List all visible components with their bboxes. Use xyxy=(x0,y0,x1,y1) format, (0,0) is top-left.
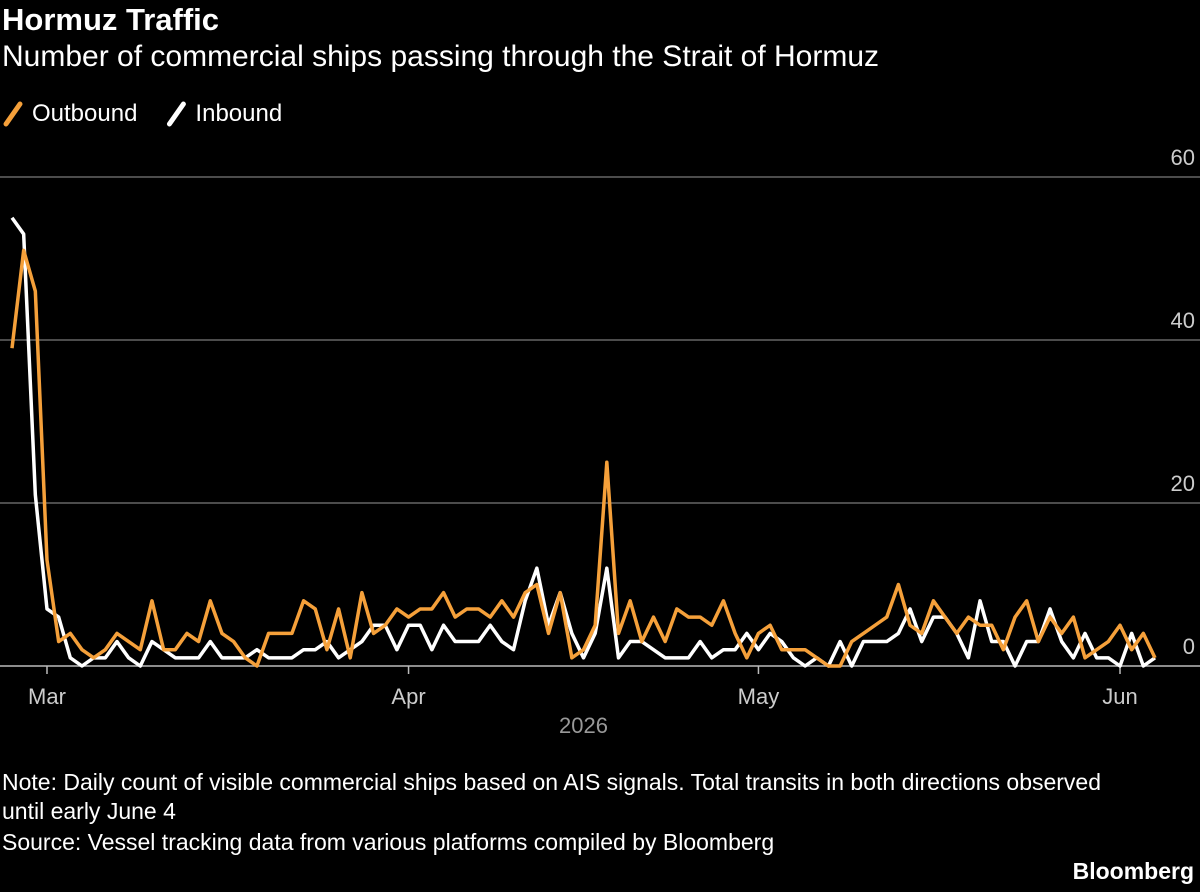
x-axis-label: 2026 xyxy=(559,713,608,738)
legend-label: Outbound xyxy=(32,100,137,127)
y-tick-label: 60 xyxy=(1171,145,1195,170)
source: Source: Vessel tracking data from variou… xyxy=(2,829,775,855)
chart-title: Hormuz Traffic xyxy=(2,2,220,37)
legend-label: Inbound xyxy=(195,100,282,127)
y-tick-label: 20 xyxy=(1171,471,1195,496)
legend-swatch xyxy=(3,101,23,127)
legend-swatch xyxy=(166,101,186,127)
x-tick-label: May xyxy=(738,684,780,709)
line-series xyxy=(10,216,1157,668)
brand: Bloomberg xyxy=(1072,858,1194,884)
x-tick-label: Mar xyxy=(28,684,66,709)
note: Note: Daily count of visible commercial … xyxy=(2,769,1102,824)
chart-subtitle: Number of commercial ships passing throu… xyxy=(2,40,880,73)
chart: Outbound Inbound 0 20 40 60 Mar Apr May Jun 2026 xyxy=(0,100,1200,738)
y-tick-label: 0 xyxy=(1183,634,1195,659)
y-tick-label: 40 xyxy=(1171,308,1195,333)
x-tick-label: Jun xyxy=(1102,684,1137,709)
x-tick-label: Apr xyxy=(391,684,425,709)
line-series xyxy=(10,248,1157,668)
